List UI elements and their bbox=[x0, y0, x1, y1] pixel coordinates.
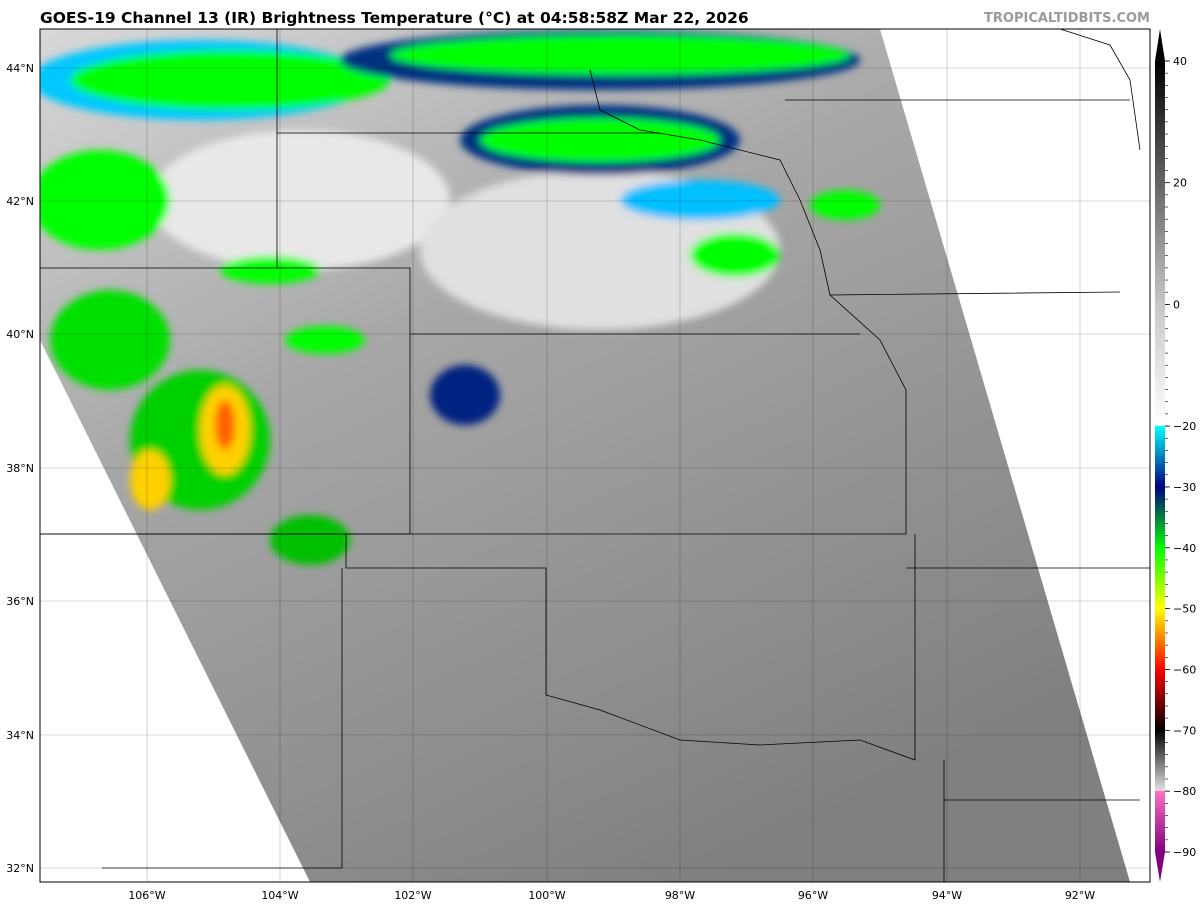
colorbar-bar bbox=[1155, 61, 1165, 852]
lon-label: 102°W bbox=[394, 889, 431, 902]
lat-label: 40°N bbox=[6, 328, 34, 341]
grid-lines bbox=[40, 29, 1150, 882]
colorbar-tick-label: 40 bbox=[1173, 55, 1187, 68]
colorbar-max-arrow bbox=[1155, 29, 1165, 61]
colorbar: 40 20 0 −20 −30 −40 −50 −60 −70 −80 −90 bbox=[1155, 29, 1196, 882]
colorbar-tick-label: −50 bbox=[1173, 603, 1196, 616]
colorbar-tick-label: −70 bbox=[1173, 724, 1196, 737]
lon-label: 106°W bbox=[128, 889, 165, 902]
brand-watermark: TROPICALTIDBITS.COM bbox=[984, 11, 1150, 26]
lon-label: 98°W bbox=[665, 889, 695, 902]
colorbar-tick-label: −80 bbox=[1173, 785, 1196, 798]
lat-label: 32°N bbox=[6, 862, 34, 875]
lon-label: 96°W bbox=[798, 889, 828, 902]
lat-label: 36°N bbox=[6, 595, 34, 608]
colorbar-tick-label: 0 bbox=[1173, 298, 1180, 311]
colorbar-tick-label: −20 bbox=[1173, 420, 1196, 433]
colorbar-min-arrow bbox=[1155, 852, 1165, 882]
colorbar-tick-label: −90 bbox=[1173, 846, 1196, 859]
lat-label: 34°N bbox=[6, 729, 34, 742]
lon-label: 104°W bbox=[261, 889, 298, 902]
cloud-tops bbox=[40, 30, 880, 565]
colorbar-tick-label: −60 bbox=[1173, 663, 1196, 676]
state-borders bbox=[40, 29, 1150, 882]
map-title: GOES-19 Channel 13 (IR) Brightness Tempe… bbox=[40, 9, 749, 27]
lat-label: 38°N bbox=[6, 462, 34, 475]
lon-label: 100°W bbox=[528, 889, 565, 902]
colorbar-tick-label: 20 bbox=[1173, 177, 1187, 190]
lon-label: 92°W bbox=[1065, 889, 1095, 902]
colorbar-tick-label: −40 bbox=[1173, 542, 1196, 555]
map-frame bbox=[39, 28, 1151, 883]
map-area bbox=[40, 29, 1150, 882]
lat-label: 44°N bbox=[6, 62, 34, 75]
lat-label: 42°N bbox=[6, 195, 34, 208]
lon-label: 94°W bbox=[932, 889, 962, 902]
colorbar-tick-label: −30 bbox=[1173, 481, 1196, 494]
